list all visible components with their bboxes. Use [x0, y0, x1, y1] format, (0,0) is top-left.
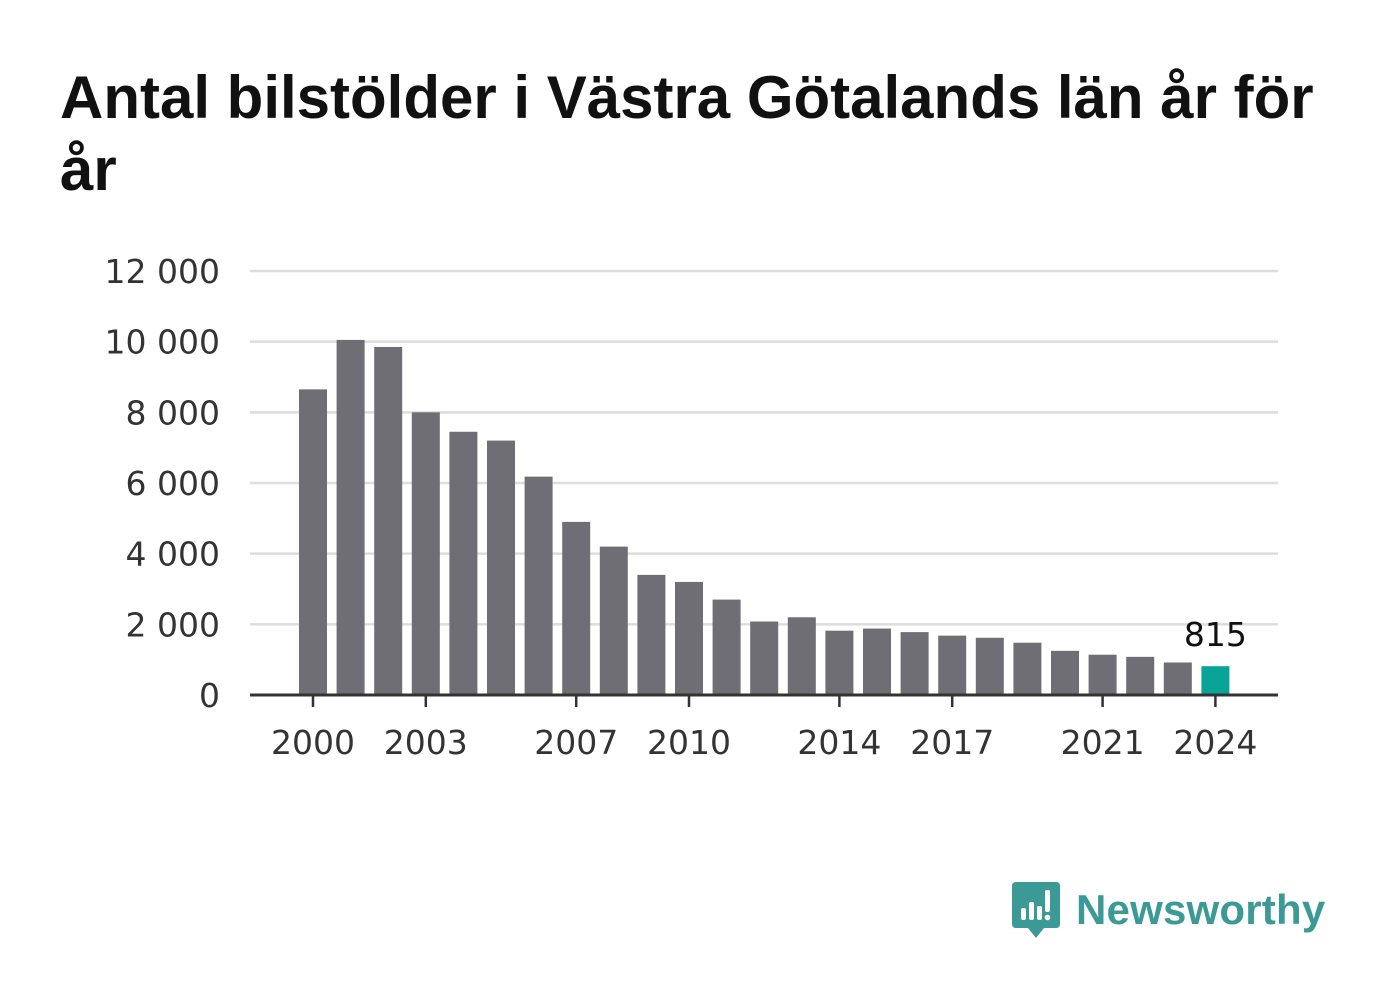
x-tick-label: 2014: [797, 723, 881, 762]
bar-2001: [336, 339, 365, 695]
bar-2002: [374, 346, 403, 695]
bars: [299, 339, 1230, 695]
bar-2009: [637, 574, 666, 695]
bar-2000: [299, 389, 327, 695]
y-tick-label: 2 000: [126, 605, 220, 644]
data-label-2024: 815: [1184, 615, 1247, 654]
y-tick-label: 8 000: [126, 393, 220, 432]
y-tick-label: 0: [199, 676, 220, 715]
x-tick-label: 2000: [271, 723, 355, 762]
y-tick-label: 10 000: [105, 323, 220, 362]
bar-2012: [750, 621, 779, 695]
bar-2023: [1163, 662, 1192, 695]
bar-2004: [449, 431, 478, 695]
bar-2011: [712, 599, 741, 695]
labels: 0 2 000 4 000 6 000 8 000 10 000 12 000 2000 200…: [105, 252, 1258, 762]
bar-2021: [1088, 654, 1117, 695]
gridlines: [250, 269, 1278, 626]
y-tick-label: 12 000: [105, 252, 220, 291]
x-tick-label: 2021: [1061, 723, 1145, 762]
bar-2003: [411, 412, 440, 695]
bar-2008: [599, 546, 628, 695]
newsworthy-logo-text: Newsworthy: [1076, 886, 1326, 933]
axes: [250, 693, 1278, 707]
bar-2022: [1126, 656, 1155, 695]
bar-2007: [562, 521, 591, 695]
bar-2024: [1201, 666, 1230, 695]
bar-2005: [487, 440, 515, 695]
x-tick-label: 2010: [647, 723, 731, 762]
x-tick-label: 2007: [534, 723, 618, 762]
y-tick-label: 6 000: [126, 464, 220, 503]
bar-2015: [863, 628, 891, 695]
x-tick-label: 2003: [384, 723, 468, 762]
bar-2014: [825, 630, 854, 695]
x-tick-label: 2024: [1173, 723, 1257, 762]
bar-2017: [938, 635, 967, 695]
newsworthy-logo-icon: [1012, 882, 1060, 938]
chart-title: Antal bilstölder i Västra Götalands län …: [60, 64, 1314, 203]
bar-2020: [1051, 650, 1079, 695]
newsworthy-logo: Newsworthy: [1010, 878, 1325, 942]
bar-2016: [900, 632, 929, 695]
x-tick-label: 2017: [910, 723, 994, 762]
bar-2006: [524, 476, 553, 695]
bar-2013: [787, 617, 816, 695]
bar-2019: [1013, 642, 1042, 695]
y-tick-label: 4 000: [126, 535, 220, 574]
bar-2010: [675, 581, 703, 695]
bar-2018: [975, 637, 1004, 695]
